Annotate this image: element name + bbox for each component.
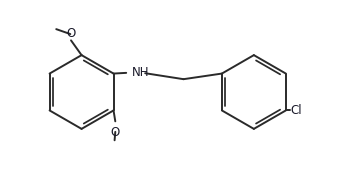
Text: NH: NH (132, 66, 149, 79)
Text: Cl: Cl (291, 104, 303, 117)
Text: O: O (66, 27, 76, 40)
Text: O: O (111, 126, 120, 139)
